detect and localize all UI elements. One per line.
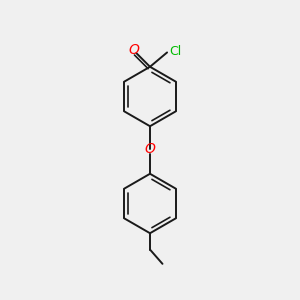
Text: O: O — [145, 142, 155, 155]
Text: Cl: Cl — [169, 45, 182, 58]
Text: O: O — [128, 43, 140, 57]
